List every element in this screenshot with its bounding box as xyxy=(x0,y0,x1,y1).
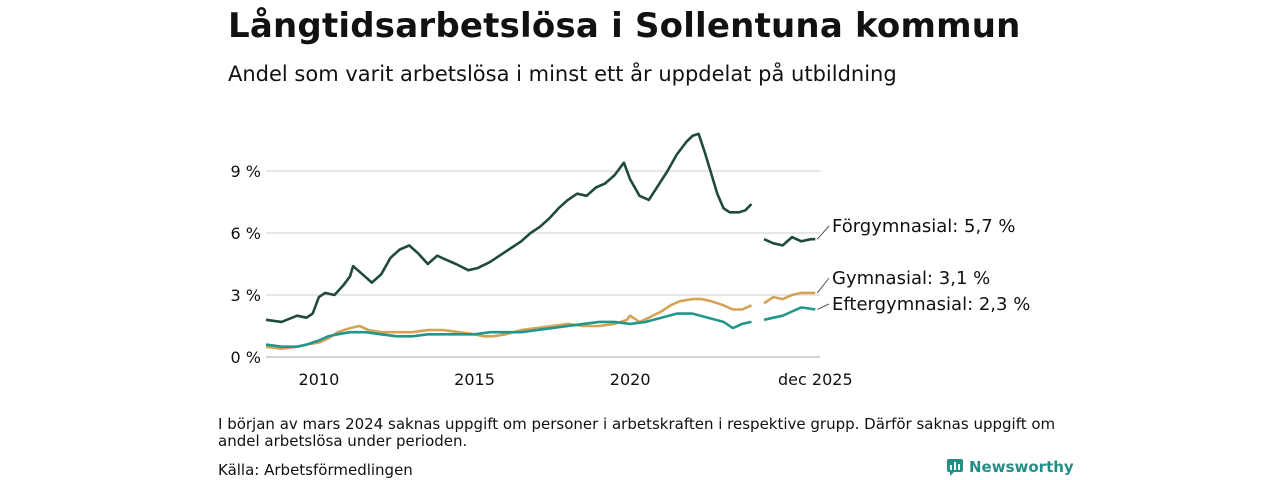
x-tick-label: 2010 xyxy=(299,370,340,389)
series-labels: Förgymnasial: 5,7 % Gymnasial: 3,1 % Efter… xyxy=(816,216,1030,315)
series-line-gymnasial xyxy=(763,291,816,305)
series-label-gymnasial: Gymnasial: 3,1 % xyxy=(832,268,990,289)
brand-name: Newsworthy xyxy=(969,458,1074,476)
label-connector xyxy=(816,277,830,294)
chart-subtitle: Andel som varit arbetslösa i minst ett å… xyxy=(228,62,897,86)
series-line-eftergymnasial xyxy=(265,312,752,348)
series-line-eftergymnasial xyxy=(763,306,816,322)
y-axis: 0 % 3 % 6 % 9 % xyxy=(231,162,261,367)
x-tick-label: 2015 xyxy=(454,370,495,389)
footnote: I början av mars 2024 saknas uppgift om … xyxy=(218,415,1056,450)
x-axis: 2010 2015 2020 dec 2025 xyxy=(299,370,853,389)
label-connector xyxy=(816,225,830,240)
y-tick-label: 6 % xyxy=(231,224,261,243)
x-tick-label: 2020 xyxy=(610,370,651,389)
series-line-förgymnasial xyxy=(265,132,753,324)
y-tick-label: 3 % xyxy=(231,286,261,305)
newsworthy-logo-icon xyxy=(947,459,963,476)
series-label-förgymnasial: Förgymnasial: 5,7 % xyxy=(832,216,1016,237)
series-label-eftergymnasial: Eftergymnasial: 2,3 % xyxy=(832,294,1030,315)
chart-title: Långtidsarbetslösa i Sollentuna kommun xyxy=(228,6,1021,46)
y-tick-label: 0 % xyxy=(231,348,261,367)
label-connector xyxy=(817,303,830,310)
y-tick-label: 9 % xyxy=(231,162,261,181)
series-line-gymnasial xyxy=(265,297,753,350)
series-line-förgymnasial xyxy=(763,235,816,247)
brand-logo[interactable]: Newsworthy xyxy=(946,458,1074,476)
line-chart: 0 % 3 % 6 % 9 % 2010 2015 2020 dec 2025 Förgym… xyxy=(231,132,1030,389)
gridlines xyxy=(266,170,820,358)
x-tick-label: dec 2025 xyxy=(778,370,853,389)
source-note: Källa: Arbetsförmedlingen xyxy=(218,461,413,479)
series-lines xyxy=(265,132,816,350)
